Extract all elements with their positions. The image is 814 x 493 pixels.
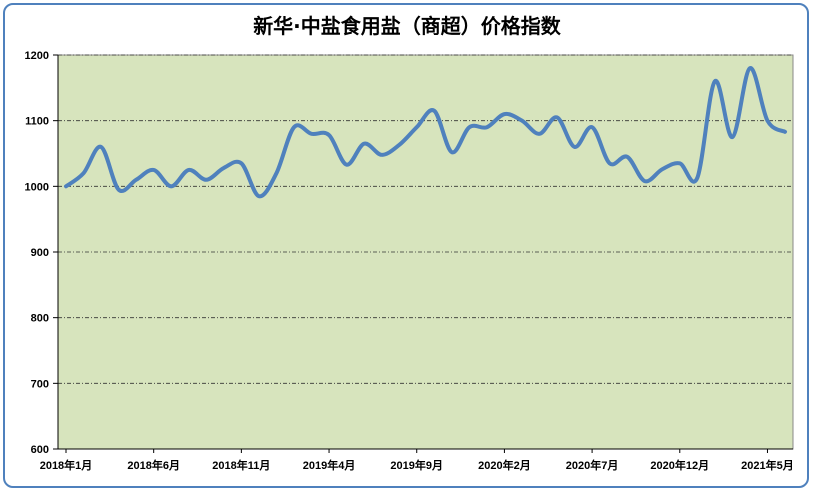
x-tick-label: 2021年5月	[741, 458, 794, 472]
y-tick-label: 1100	[25, 116, 49, 128]
y-tick-label: 800	[31, 313, 49, 325]
x-tick-label: 2020年12月	[650, 458, 709, 472]
x-tick-label: 2018年1月	[40, 458, 93, 472]
y-tick-label: 900	[31, 247, 49, 259]
x-tick-label: 2018年11月	[212, 458, 270, 472]
x-tick-label: 2018年6月	[127, 458, 180, 472]
y-tick-label: 1000	[25, 181, 49, 193]
y-tick-label: 600	[31, 444, 49, 456]
x-tick-label: 2020年2月	[478, 458, 531, 472]
chart-title: 新华·中盐食用盐（商超）价格指数	[253, 14, 561, 38]
y-tick-label: 700	[31, 378, 49, 390]
x-tick-label: 2020年7月	[566, 458, 619, 472]
x-tick-label: 2019年4月	[303, 458, 356, 472]
y-tick-label: 1200	[25, 50, 49, 62]
x-tick-label: 2019年9月	[390, 458, 443, 472]
